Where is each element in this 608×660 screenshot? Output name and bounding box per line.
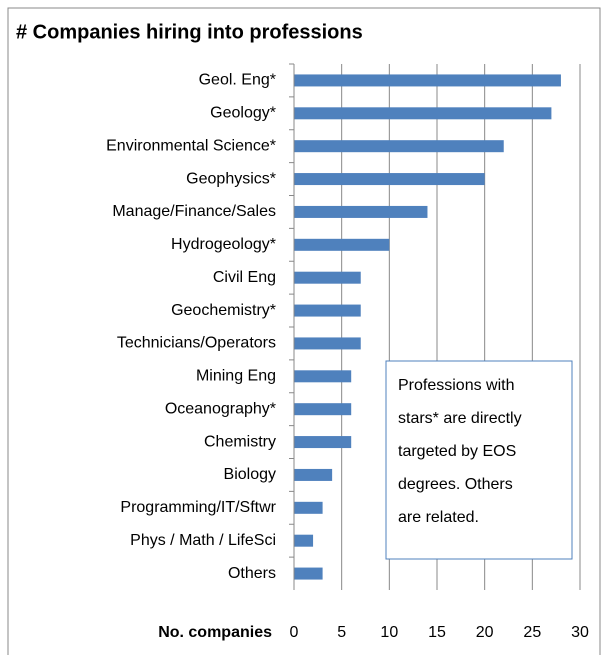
bar <box>294 534 314 547</box>
bar <box>294 74 561 87</box>
x-tick-label: 10 <box>380 624 398 641</box>
bar <box>294 238 390 251</box>
annotation-line: are related. <box>398 509 479 526</box>
bar <box>294 436 352 449</box>
y-tick-label: Others <box>228 565 276 582</box>
bar <box>294 107 552 120</box>
x-tick-label: 5 <box>337 624 346 641</box>
bar <box>294 205 428 218</box>
y-tick-label: Oceanography* <box>165 400 276 417</box>
x-tick-label: 15 <box>428 624 446 641</box>
bar <box>294 140 504 153</box>
bar <box>294 173 485 186</box>
bar <box>294 403 352 416</box>
annotation-line: targeted by EOS <box>398 443 516 460</box>
y-tick-label: Manage/Finance/Sales <box>112 203 276 220</box>
y-tick-label: Civil Eng <box>213 269 276 286</box>
annotation-box <box>385 360 573 560</box>
annotation-line: degrees. Others <box>398 476 513 493</box>
y-tick-label: Geochemistry* <box>171 302 276 319</box>
y-tick-label: Geophysics* <box>186 170 276 187</box>
y-tick-label: Biology <box>224 466 276 483</box>
annotation-line: Professions with <box>398 377 515 394</box>
bar <box>294 501 323 514</box>
y-tick-label: Phys / Math / LifeSci <box>130 532 276 549</box>
x-axis-label: No. companies <box>158 624 272 641</box>
y-tick-label: Mining Eng <box>196 368 276 385</box>
bar <box>294 304 361 317</box>
y-tick-label: Geology* <box>210 105 276 122</box>
bar <box>294 468 333 481</box>
chart-title: # Companies hiring into professions <box>16 21 363 43</box>
x-tick-label: 20 <box>476 624 494 641</box>
y-tick-label: Geol. Eng* <box>199 72 276 89</box>
bar <box>294 370 352 383</box>
x-tick-label: 30 <box>571 624 589 641</box>
y-tick-label: Technicians/Operators <box>117 335 276 352</box>
x-tick-label: 25 <box>523 624 541 641</box>
y-tick-label: Chemistry <box>204 433 276 450</box>
y-tick-label: Hydrogeology* <box>171 236 276 253</box>
y-tick-label: Programming/IT/Sftwr <box>120 499 276 516</box>
annotation-line: stars* are directly <box>398 410 522 427</box>
y-tick-label: Environmental Science* <box>106 137 276 154</box>
bar <box>294 271 361 284</box>
bar <box>294 337 361 350</box>
x-tick-label: 0 <box>290 624 299 641</box>
bar <box>294 567 323 580</box>
